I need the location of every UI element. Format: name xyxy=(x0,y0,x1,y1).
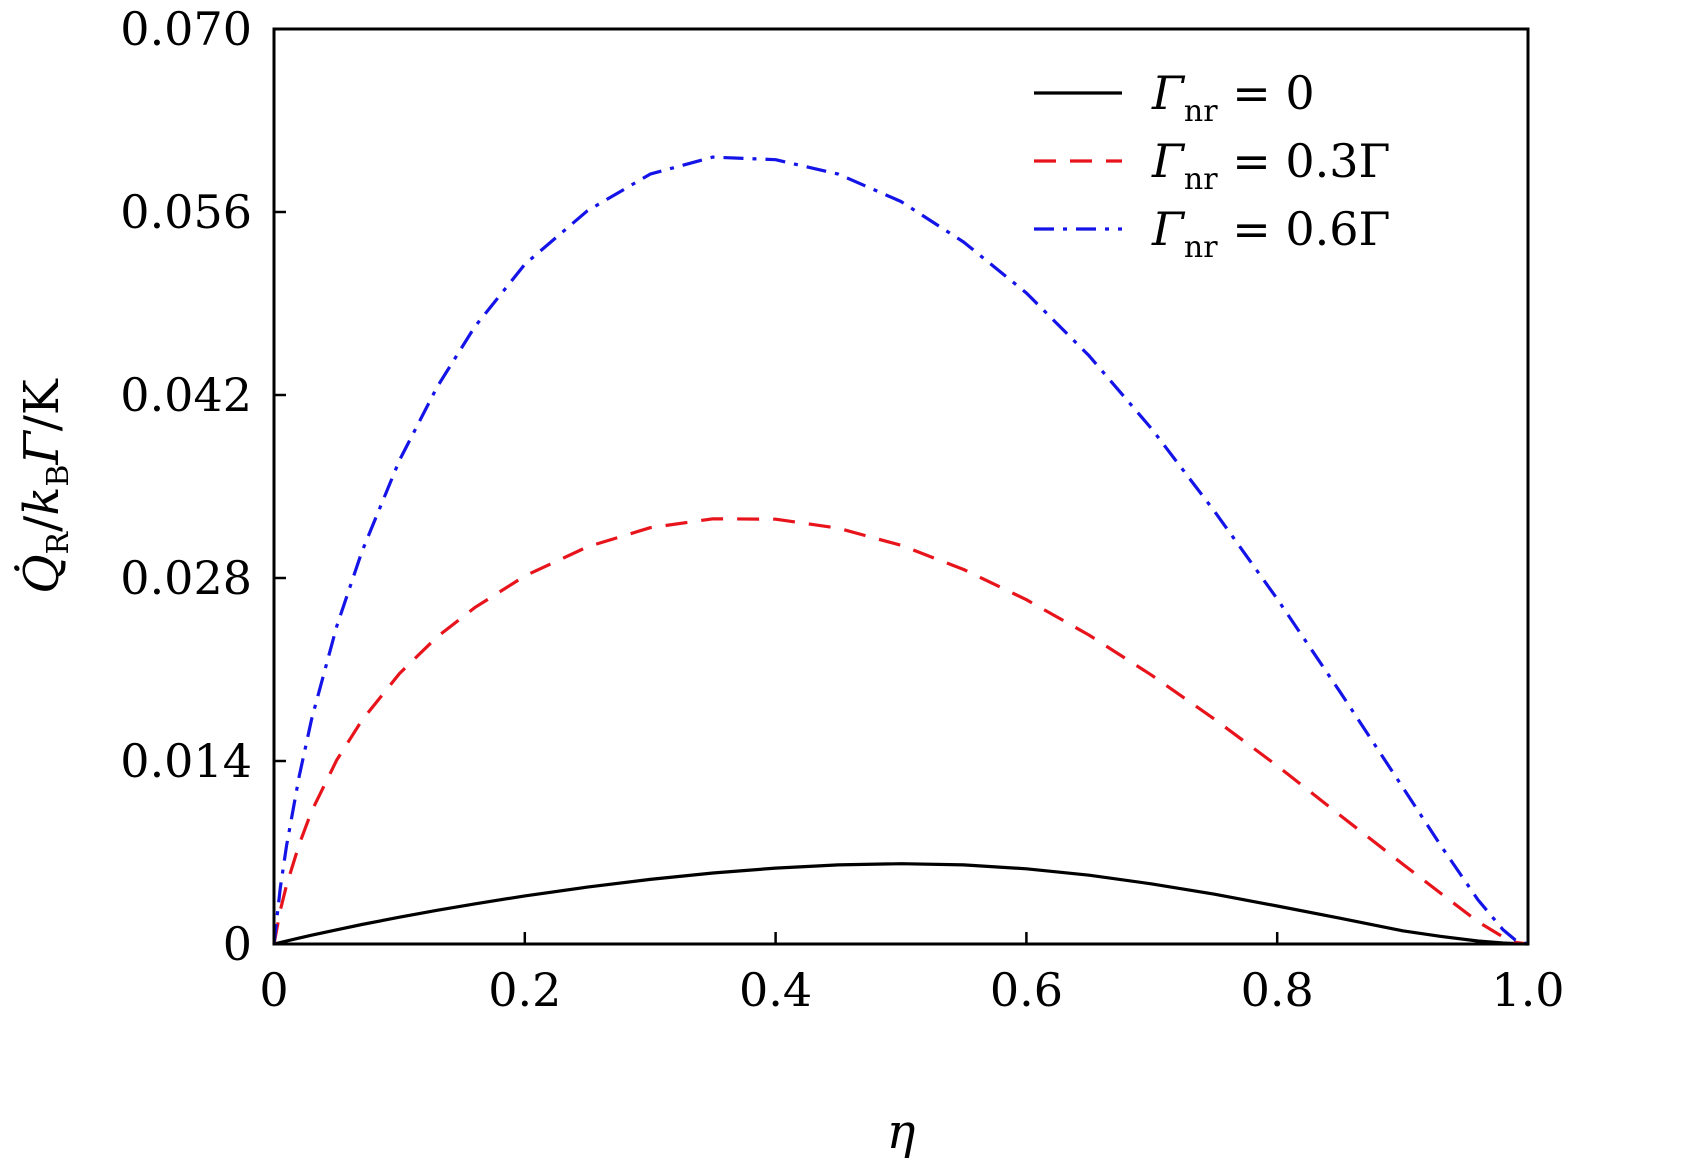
y-tick-label: 0.014 xyxy=(120,734,252,788)
y-title-q: Q̇ xyxy=(12,554,70,593)
y-title-k-sub: B xyxy=(41,465,76,487)
y-tick-label: 0.056 xyxy=(120,185,252,239)
y-tick-label: 0.042 xyxy=(120,368,252,422)
series-line-1 xyxy=(273,862,1529,946)
x-tick-label: 0.8 xyxy=(1241,963,1314,1017)
y-axis-title-text: Q̇R/kBΓ/K xyxy=(12,378,76,594)
y-tick-label: 0.028 xyxy=(120,551,252,605)
series-line-3 xyxy=(272,155,1529,946)
x-tick-label: 0.6 xyxy=(990,963,1063,1017)
y-title-sep1: / xyxy=(14,515,70,532)
y-tick-label: 0 xyxy=(223,917,252,971)
legend-label-2: Γnr = 0.3Γ xyxy=(1151,134,1390,197)
plot-series-group xyxy=(272,155,1529,946)
legend-label-1: Γnr = 0 xyxy=(1151,66,1315,129)
y-title-gamma: Γ xyxy=(14,430,70,466)
y-title-q-sub: R xyxy=(41,530,76,554)
legend-label-3: Γnr = 0.6Γ xyxy=(1151,202,1390,265)
x-tick-label: 0.2 xyxy=(488,963,561,1017)
series-line-2 xyxy=(272,517,1529,946)
plot-frame xyxy=(272,27,1530,946)
x-axis: 0 0.2 0.4 0.6 0.8 1.0 xyxy=(259,932,1565,1017)
y-axis: 0 0.014 0.028 0.042 0.056 0.070 xyxy=(120,2,286,971)
x-axis-title: η xyxy=(887,1104,916,1160)
x-tick-label: 1.0 xyxy=(1491,963,1564,1017)
y-tick-label: 0.070 xyxy=(120,2,252,56)
y-axis-title: Q̇R/kBΓ/K xyxy=(12,378,76,594)
x-tick-label: 0 xyxy=(259,963,288,1017)
x-tick-label: 0.4 xyxy=(739,963,812,1017)
y-title-sep2: /K xyxy=(14,378,70,431)
y-title-k: k xyxy=(14,487,70,516)
